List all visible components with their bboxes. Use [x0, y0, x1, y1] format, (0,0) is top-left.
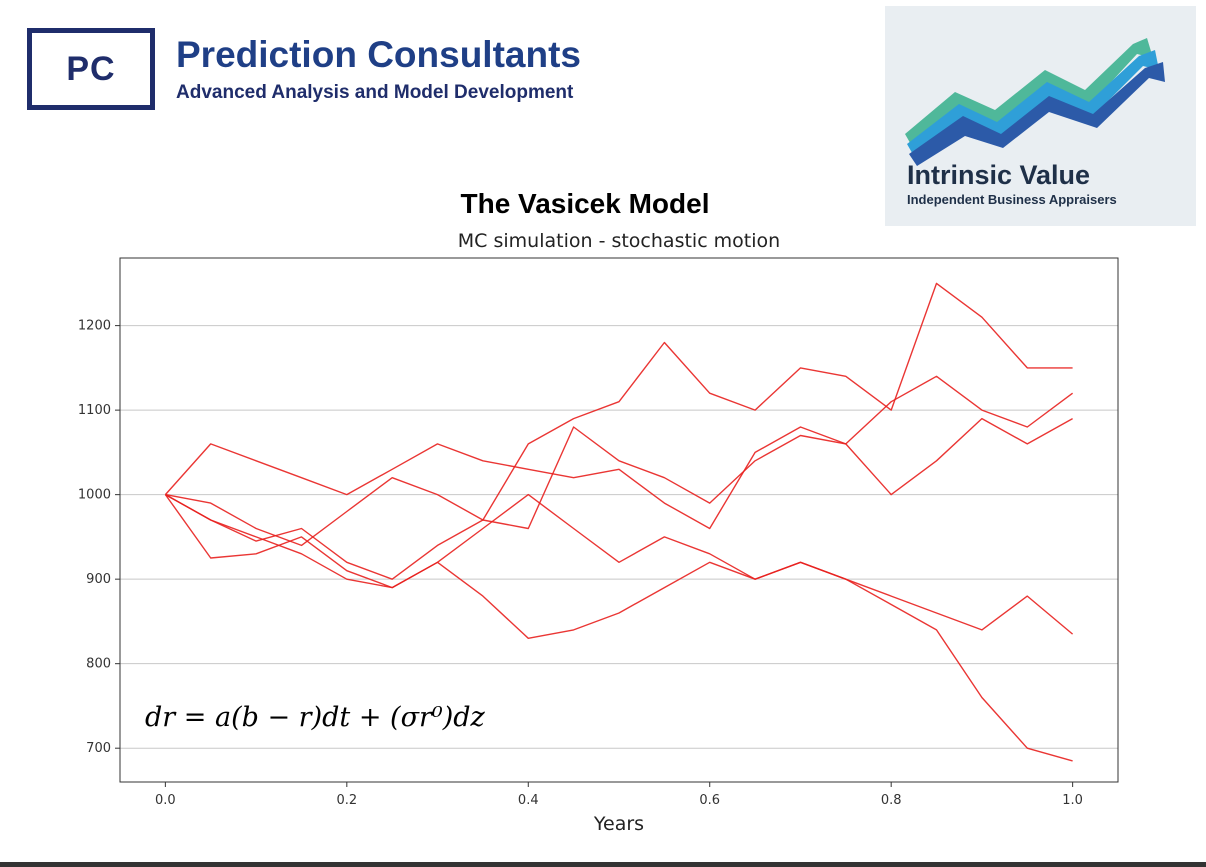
y-tick-label: 1000: [78, 488, 111, 503]
x-tick-label: 0.6: [699, 793, 720, 808]
slide-title: The Vasicek Model: [460, 188, 710, 219]
axis-layer: 700 800 900 1000 1100 1200 0.0 0.2 0.4 0.6 0.8 1.0: [78, 319, 1083, 808]
x-axis-label: Years: [593, 813, 644, 835]
series-line-5: [164, 494, 1073, 762]
grid-layer: [120, 325, 1118, 749]
x-tick-label: 0.2: [336, 793, 357, 808]
partner-name: Intrinsic Value: [907, 160, 1091, 190]
series-line-3: [164, 417, 1073, 530]
formula-text: dr = a(b − r)dt + (σr⁰)dz: [145, 702, 486, 733]
y-tick-label: 1200: [78, 319, 111, 334]
chart-title: MC simulation - stochastic motion: [457, 230, 781, 252]
x-tick-label: 0.8: [881, 793, 902, 808]
series-line-1: [165, 282, 1073, 580]
x-tick-label: 0.4: [518, 793, 539, 808]
series-line-4: [165, 493, 1074, 635]
bottom-rule: [0, 862, 1206, 867]
y-tick-label: 700: [86, 741, 111, 756]
y-tick-label: 800: [86, 657, 111, 672]
brand-name: Prediction Consultants: [176, 34, 581, 75]
plot-frame: [119, 257, 1119, 783]
series-line-2: [165, 375, 1074, 547]
series-layer: [164, 282, 1074, 762]
pc-logo-initials: PC: [66, 49, 116, 88]
pc-logo-box: PC: [27, 28, 155, 110]
y-tick-label: 900: [86, 572, 111, 587]
y-tick-label: 1100: [78, 403, 111, 418]
partner-tagline: Independent Business Appraisers: [907, 192, 1117, 207]
brand-tagline: Advanced Analysis and Model Development: [176, 82, 574, 103]
rising-arrows-icon: [905, 38, 1165, 166]
x-tick-label: 0.0: [155, 793, 176, 808]
partner-logo: Intrinsic Value Independent Business App…: [885, 6, 1196, 226]
x-tick-label: 1.0: [1062, 793, 1083, 808]
